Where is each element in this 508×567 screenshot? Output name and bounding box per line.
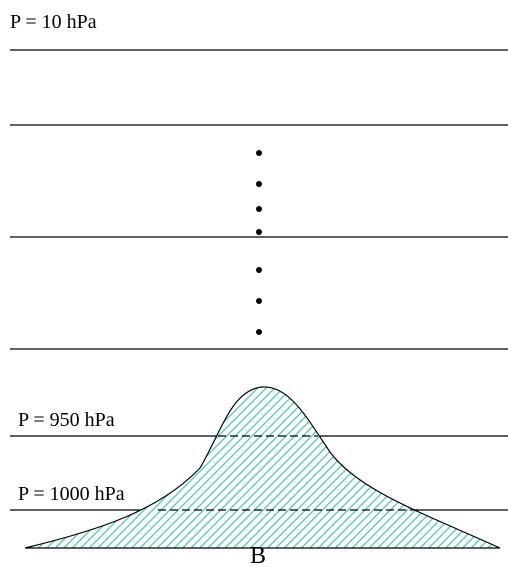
- dot: [256, 181, 262, 187]
- level-label: P = 950 hPa: [18, 409, 115, 431]
- point-label: B: [250, 543, 266, 567]
- mountain: [24, 386, 501, 549]
- dot: [256, 267, 262, 273]
- level-label: P = 1000 hPa: [18, 483, 125, 505]
- level-label: P = 10 hPa: [10, 11, 97, 33]
- dot: [256, 206, 262, 212]
- dot: [256, 329, 262, 335]
- ellipsis-dots: [256, 150, 262, 335]
- dashed-levels: [158, 435, 420, 511]
- dot: [256, 229, 262, 235]
- dot: [256, 298, 262, 304]
- dot: [256, 150, 262, 156]
